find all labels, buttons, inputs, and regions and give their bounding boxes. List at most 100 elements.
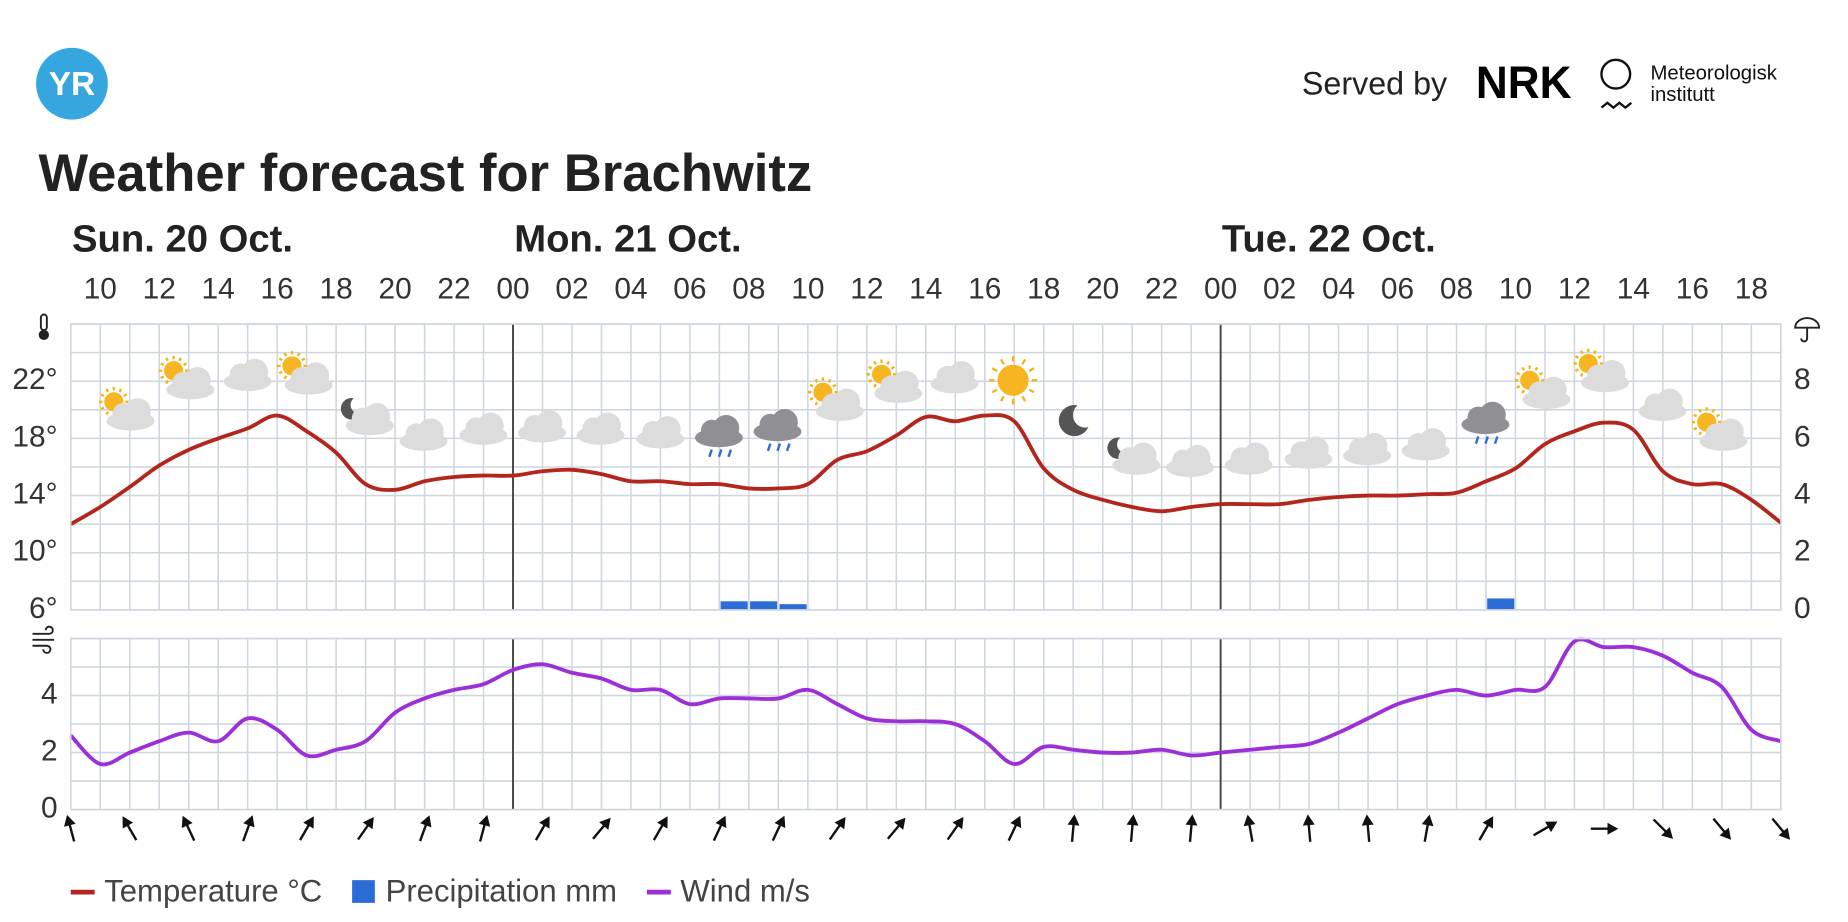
weather-symbol <box>930 361 979 394</box>
hour-label: 16 <box>261 272 294 305</box>
wind-arrow <box>1243 814 1256 842</box>
weather-symbol <box>1638 388 1687 421</box>
yr-logo-text: YR <box>49 66 96 103</box>
cloud-part <box>1599 359 1626 387</box>
hour-label: 18 <box>319 272 352 305</box>
wind-arrow-head <box>1719 827 1732 840</box>
umbrella-icon <box>1794 317 1821 343</box>
thermometer-icon <box>38 313 49 340</box>
precipitation-bar <box>779 604 807 610</box>
wind-arrow-head <box>539 816 550 829</box>
hour-label: 06 <box>1381 272 1414 305</box>
hour-label: 18 <box>1027 272 1060 305</box>
sun-ray <box>100 393 105 398</box>
sun-ray <box>1693 413 1698 418</box>
wind-arrow-head <box>715 815 727 828</box>
sun-ray <box>809 396 814 401</box>
weather-symbol <box>518 410 566 443</box>
cloud-part <box>1419 428 1446 455</box>
wind-arrow <box>1361 814 1374 842</box>
line-series <box>69 637 1782 767</box>
wind-arrow-head <box>1010 815 1022 828</box>
weather-symbol <box>1284 436 1333 469</box>
y-tick-label: 18° <box>12 420 57 453</box>
hour-label: 12 <box>1558 272 1591 305</box>
rain-drop <box>776 443 782 452</box>
sun-ray <box>178 357 183 362</box>
weather-symbol <box>1166 444 1214 478</box>
cloud-part <box>833 388 861 415</box>
sun-ray <box>160 375 165 380</box>
sun-ray <box>814 378 819 383</box>
rain-drop <box>766 443 772 452</box>
weather-symbol <box>808 377 864 421</box>
wind-arrow <box>299 816 314 841</box>
cloud-part <box>363 403 391 430</box>
sun-ray <box>868 379 873 383</box>
wind-arrow-head <box>1302 814 1315 826</box>
y2-tick-label: 2 <box>1794 535 1811 568</box>
wind-arrow <box>1421 814 1434 842</box>
day-label: Sun. 20 Oct. <box>72 218 293 261</box>
sun-ray <box>991 388 998 394</box>
sun-ray <box>886 360 890 365</box>
met-logo <box>1600 58 1632 90</box>
sun <box>997 364 1029 396</box>
weather-symbol <box>340 397 394 436</box>
wind-arrow <box>242 815 255 842</box>
wind-arrow <box>122 816 138 841</box>
wind-arrow-head <box>1421 814 1434 827</box>
sun-ray <box>991 367 998 372</box>
wind-arrow <box>1532 821 1558 837</box>
wind-arrow-head <box>420 815 432 828</box>
sun-ray <box>160 362 165 367</box>
wind-arrow <box>534 816 550 841</box>
hour-label: 10 <box>84 272 117 305</box>
y-tick-label: 14° <box>12 477 57 510</box>
rain-drop <box>727 449 733 458</box>
wind-arrow-head <box>1482 816 1494 829</box>
hour-label: 22 <box>1145 272 1178 305</box>
sun-ray <box>1693 426 1698 431</box>
hour-label: 04 <box>614 272 647 305</box>
wind-arrow-head <box>1778 827 1791 840</box>
cloud-part <box>1184 444 1211 472</box>
cloud-part <box>1479 401 1506 429</box>
wind-arrow-head <box>599 817 611 830</box>
wind-arrow-head <box>303 816 314 829</box>
wind-tick-label: 4 <box>41 677 58 710</box>
rain-drop <box>785 443 791 452</box>
rain-drop <box>1474 436 1480 445</box>
sun-ray <box>1028 388 1035 394</box>
sun-ray <box>1574 368 1579 372</box>
hour-label: 20 <box>378 272 411 305</box>
cloud-part <box>124 398 151 425</box>
sun-ray <box>1028 367 1035 372</box>
hour-label: 08 <box>732 272 765 305</box>
wind-arrow-head <box>952 816 964 830</box>
wind-arrow-head <box>1126 814 1139 826</box>
hour-label: 04 <box>1322 272 1355 305</box>
met-logo-wave <box>1600 101 1633 110</box>
cloud-part <box>477 412 504 439</box>
weather-symbol <box>1058 405 1089 437</box>
sun-ray <box>890 365 895 370</box>
sun-ray <box>278 357 283 362</box>
sun-ray <box>1698 431 1702 436</box>
sun-ray <box>873 360 877 365</box>
sun-ray <box>182 362 188 367</box>
wind-arrow <box>418 815 432 842</box>
weather-symbol <box>1573 348 1629 393</box>
sun-ray <box>1021 395 1027 402</box>
wind-arrow <box>1185 814 1198 842</box>
sun-ray <box>1716 413 1721 418</box>
panel-border <box>69 323 1782 611</box>
sun-ray <box>123 393 128 398</box>
wind-arrow <box>1712 817 1732 840</box>
wind-arrow-head <box>243 815 255 828</box>
wind-arrow <box>357 816 374 841</box>
wind-arrow <box>64 814 76 842</box>
wind-arrow-head <box>834 816 846 830</box>
rain-drop <box>1484 436 1489 445</box>
wind-arrow <box>771 815 786 842</box>
